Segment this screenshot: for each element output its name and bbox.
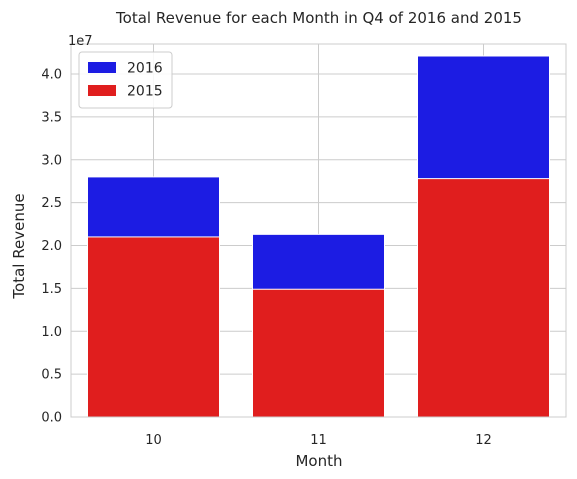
- chart-title: Total Revenue for each Month in Q4 of 20…: [115, 9, 522, 27]
- legend-swatch-2016: [88, 62, 116, 73]
- y-tick-label: 3.5: [41, 110, 62, 125]
- y-axis-label: Total Revenue: [10, 193, 28, 299]
- x-tick-label: 11: [310, 433, 327, 448]
- y-tick-label: 2.5: [41, 196, 62, 211]
- legend: 2016 2015: [78, 51, 173, 109]
- plot-frame: [70, 43, 567, 418]
- x-tick-label: 12: [475, 433, 492, 448]
- x-axis-label: Month: [295, 452, 342, 470]
- legend-label-2016: 2016: [127, 61, 163, 77]
- bars: [87, 55, 550, 418]
- legend-swatch-2015: [88, 85, 116, 96]
- y-tick-label: 4.0: [41, 68, 62, 83]
- y-tick-labels: 0.0 0.5 1.0 1.5 2.0 2.5 3.0 3.5 4.0: [41, 68, 62, 426]
- y-tick-label: 0.5: [41, 368, 62, 383]
- bar-2015-month-11: [252, 288, 385, 418]
- y-tick-label: 1.5: [41, 282, 62, 297]
- y-tick-label: 3.0: [41, 153, 62, 168]
- x-tick-labels: 10 11 12: [145, 433, 492, 448]
- bar-2015-month-10: [87, 236, 220, 418]
- y-axis-offset-label: 1e7: [68, 34, 93, 49]
- y-tick-label: 0.0: [41, 411, 62, 426]
- x-tick-label: 10: [145, 433, 162, 448]
- y-tick-label: 1.0: [41, 325, 62, 340]
- legend-label-2015: 2015: [127, 84, 163, 100]
- bar-2015-month-12: [417, 178, 550, 418]
- y-tick-label: 2.0: [41, 239, 62, 254]
